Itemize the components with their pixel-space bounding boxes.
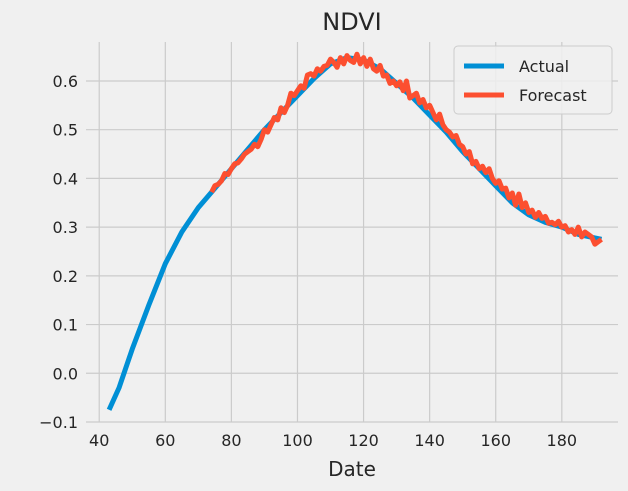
- x-tick-label: 140: [414, 431, 445, 450]
- legend-label-actual: Actual: [519, 57, 569, 76]
- y-tick-label: −0.1: [39, 413, 78, 432]
- series-line-forecast: [209, 51, 603, 247]
- x-tick-label: 160: [480, 431, 511, 450]
- x-tick-label: 120: [348, 431, 379, 450]
- y-tick-label: 0.6: [53, 72, 78, 91]
- y-tick-label: 0.0: [53, 364, 78, 383]
- y-tick-label: 0.1: [53, 316, 78, 335]
- x-tick-label: 180: [547, 431, 578, 450]
- x-tick-label: 60: [155, 431, 175, 450]
- x-tick-label: 80: [221, 431, 241, 450]
- x-tick-label: 100: [282, 431, 313, 450]
- x-axis-label: Date: [328, 457, 376, 481]
- legend-label-forecast: Forecast: [519, 86, 587, 105]
- tick-labels: 40 60 80 100 120 140 160 180 −0.1 0.0 0.1 0.2 0.3 0.4…: [39, 72, 577, 450]
- x-tick-label: 40: [89, 431, 109, 450]
- series-layer: [106, 51, 603, 411]
- y-tick-label: 0.4: [53, 169, 78, 188]
- legend: Actual Forecast: [453, 45, 613, 115]
- chart-title: NDVI: [322, 8, 382, 36]
- y-tick-label: 0.5: [53, 121, 78, 140]
- y-tick-label: 0.2: [53, 267, 78, 286]
- y-tick-label: 0.3: [53, 218, 78, 237]
